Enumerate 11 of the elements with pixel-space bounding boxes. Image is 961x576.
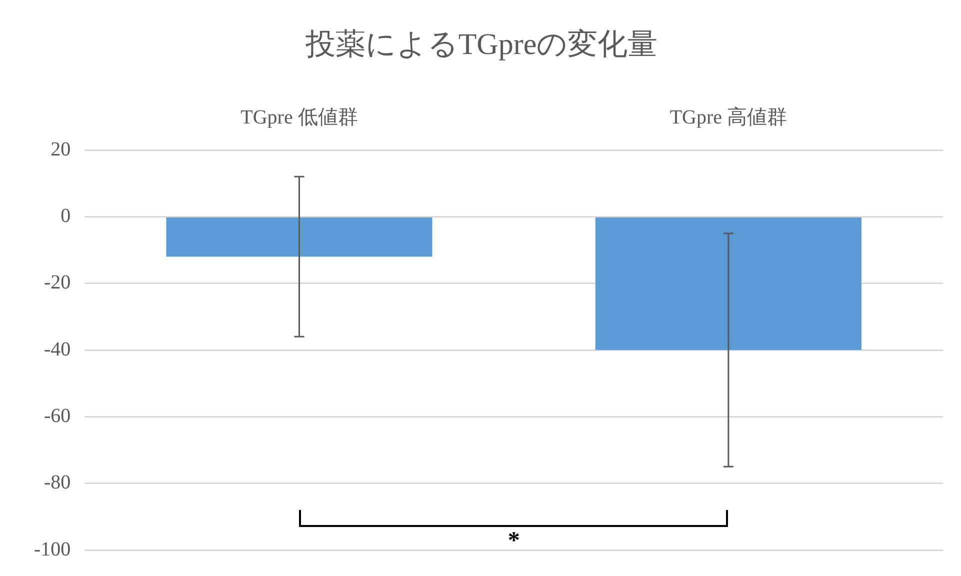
y-tick-label: -20 [44, 272, 71, 294]
x-tick-label: TGpre 高値群 [670, 105, 788, 128]
y-tick-label: -40 [44, 338, 71, 360]
y-tick-label: 20 [50, 138, 71, 160]
x-tick-label: TGpre 低値群 [240, 106, 358, 128]
y-tick-label: -60 [44, 404, 71, 427]
y-tick-label: -100 [34, 538, 71, 560]
y-tick-label: 0 [60, 204, 71, 227]
y-tick-label: -80 [44, 472, 71, 494]
chart-title: 投薬によるTGpreの変化量 [304, 28, 658, 61]
annotation: * [506, 528, 521, 554]
